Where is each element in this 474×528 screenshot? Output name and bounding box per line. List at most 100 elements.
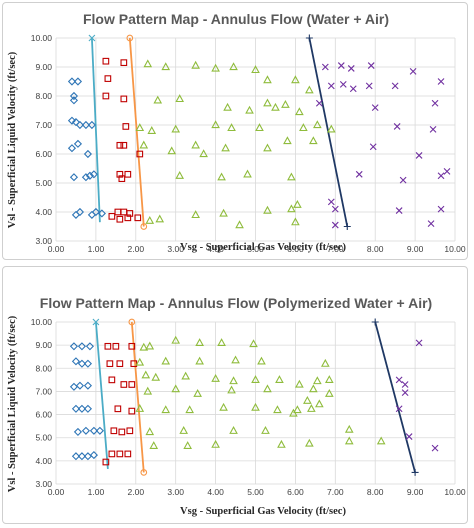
y-tick-label: 4.00: [35, 456, 52, 466]
triangle-point: [324, 375, 334, 384]
x-point: [355, 170, 363, 178]
x-axis-label: Vsg - Superficial Gas Velocity (ft/sec): [180, 242, 346, 253]
y-tick-label: 5.00: [35, 178, 52, 188]
triangle-point: [181, 371, 191, 380]
square-point: [116, 170, 124, 178]
chart-panel-polymerized-water-air: Flow Pattern Map - Annulus Flow (Polymer…: [2, 266, 468, 524]
triangle-point: [151, 372, 161, 381]
x-point: [315, 99, 323, 107]
diamond-point: [77, 359, 87, 368]
triangle-point: [161, 356, 171, 365]
triangle-point: [191, 60, 200, 69]
diamond-point: [89, 450, 98, 460]
triangle-point: [229, 426, 238, 434]
triangle-point: [344, 424, 354, 433]
x-point: [415, 152, 423, 159]
triangle-point: [229, 62, 238, 71]
diamond-point: [71, 118, 81, 127]
triangle-point: [223, 102, 232, 111]
triangle-point: [171, 335, 181, 344]
x-point: [327, 82, 335, 90]
triangle-point: [161, 405, 171, 414]
triangle-point: [217, 338, 226, 346]
chart-title: Flow Pattern Map - Annulus Flow (Water +…: [83, 11, 389, 27]
square-point: [124, 170, 132, 178]
square-point: [134, 214, 142, 222]
y-tick-label: 5.00: [35, 433, 52, 443]
boundary-line: [128, 37, 145, 227]
square-point: [118, 428, 126, 436]
data-points: [67, 57, 451, 229]
triangle-point: [211, 63, 220, 72]
triangle-point: [191, 210, 200, 219]
boundary-end-marker: [140, 223, 148, 230]
triangle-point: [195, 356, 204, 365]
triangle-point: [315, 399, 324, 408]
triangle-point: [376, 436, 386, 445]
triangle-point: [227, 385, 236, 394]
triangle-point: [307, 404, 316, 412]
diamond-point: [77, 404, 87, 413]
square-point: [102, 57, 110, 65]
square-point: [104, 342, 112, 350]
y-axis-label: Vsl - Superficial Liquid Velocity (ft/se…: [7, 315, 18, 492]
x-point: [431, 444, 439, 452]
triangle-point: [199, 149, 208, 158]
x-point: [395, 376, 403, 384]
triangle-point: [295, 379, 304, 388]
triangle-point: [263, 98, 272, 107]
triangle-point: [251, 65, 260, 74]
x-point: [401, 389, 409, 396]
boundary-start-marker: [128, 318, 136, 326]
tick-labels: 0.00 1.00 2.00 3.00 4.00 5.00 6.00 7.00 8.00 9.00…: [31, 33, 466, 254]
x-point: [443, 168, 451, 175]
triangle-point: [277, 439, 286, 448]
triangle-point: [229, 376, 238, 385]
diamond-point: [73, 427, 83, 437]
data-points: [69, 335, 439, 466]
diamond-point: [77, 452, 87, 461]
x-tick-label: 8.00: [367, 487, 384, 497]
tick-labels: 0.00 1.00 2.00 3.00 4.00 5.00 6.00 7.00 8.00 9.00…: [31, 317, 466, 497]
triangle-point: [141, 370, 151, 379]
triangle-point: [211, 439, 220, 448]
triangle-point: [243, 169, 252, 178]
x-tick-label: 3.00: [167, 244, 184, 254]
triangle-point: [135, 357, 145, 366]
square-point: [126, 427, 134, 435]
triangle-point: [293, 200, 302, 208]
x-point: [321, 63, 329, 71]
x-point: [431, 99, 439, 107]
triangle-point: [287, 204, 296, 213]
boundary-start-marker: [305, 34, 313, 42]
boundary-start-marker: [126, 34, 134, 42]
triangle-point: [295, 107, 304, 116]
x-tick-label: 4.00: [207, 244, 224, 254]
boundary-start-marker: [92, 318, 100, 326]
triangle-point: [139, 140, 149, 149]
x-tick-label: 2.00: [128, 487, 145, 497]
y-tick-label: 7.00: [35, 120, 52, 130]
triangle-point: [263, 384, 272, 393]
triangle-point: [211, 120, 220, 129]
diamond-point: [69, 91, 79, 101]
x-tick-label: 5.00: [247, 244, 264, 254]
triangle-point: [289, 408, 298, 417]
boundary-line: [91, 37, 101, 223]
square-point: [128, 342, 136, 350]
x-point: [339, 81, 347, 88]
triangle-point: [135, 404, 145, 412]
triangle-point: [299, 123, 308, 132]
triangle-point: [287, 172, 296, 181]
y-tick-label: 9.00: [35, 340, 52, 350]
diamond-point: [77, 342, 87, 351]
triangle-point: [219, 402, 228, 411]
diamond-point: [75, 381, 85, 390]
triangle-point: [231, 355, 240, 364]
triangle-point: [271, 102, 280, 111]
triangle-point: [193, 388, 202, 397]
x-point: [331, 221, 339, 229]
triangle-point: [183, 441, 192, 449]
x-point: [365, 82, 373, 90]
square-point: [136, 150, 144, 158]
